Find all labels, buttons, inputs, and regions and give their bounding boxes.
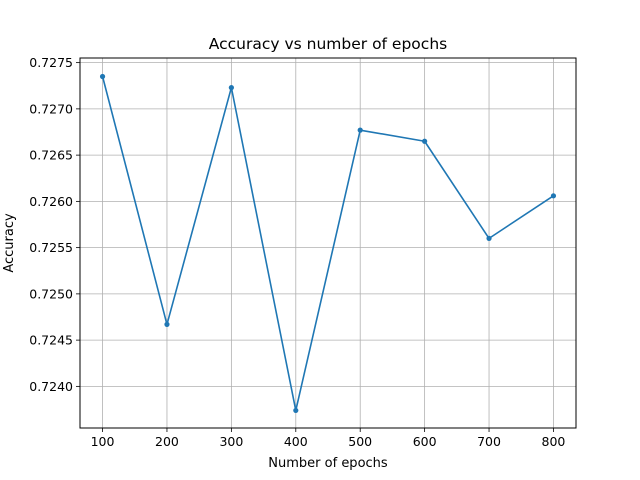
x-tick-label: 800 (542, 434, 566, 449)
data-point (293, 407, 299, 414)
y-tick-label: 0.7240 (29, 379, 73, 394)
y-tick-label: 0.7265 (29, 148, 73, 163)
y-tick-label: 0.7270 (29, 101, 73, 116)
ticks: 100 200 300 400 500 600 700 800 0.7240 0.7245 0.72… (29, 55, 565, 449)
x-tick-label: 500 (348, 434, 372, 449)
data-point (99, 73, 106, 80)
y-tick-label: 0.7250 (29, 286, 73, 301)
x-tick-label: 400 (284, 434, 308, 449)
data-point (357, 127, 363, 133)
x-axis-label: Number of epochs (268, 456, 388, 471)
y-tick-label: 0.7260 (29, 194, 73, 209)
data-point (550, 193, 557, 199)
x-tick-label: 700 (477, 434, 501, 449)
data-point (164, 321, 170, 327)
y-axis-label: Accuracy (2, 213, 17, 273)
series-layer (99, 73, 557, 414)
data-point (228, 85, 234, 91)
x-tick-label: 100 (91, 434, 115, 449)
data-point (486, 235, 492, 241)
data-point (422, 138, 428, 144)
y-tick-label: 0.7255 (29, 240, 73, 255)
x-tick-label: 600 (413, 434, 437, 449)
y-tick-label: 0.7275 (29, 55, 73, 70)
chart-title: Accuracy vs number of epochs (209, 35, 447, 53)
grid (80, 58, 576, 428)
plot-frame (79, 57, 577, 429)
series-line (101, 76, 554, 412)
x-tick-label: 300 (219, 434, 243, 449)
y-tick-label: 0.7245 (29, 333, 73, 348)
x-tick-label: 200 (155, 434, 179, 449)
